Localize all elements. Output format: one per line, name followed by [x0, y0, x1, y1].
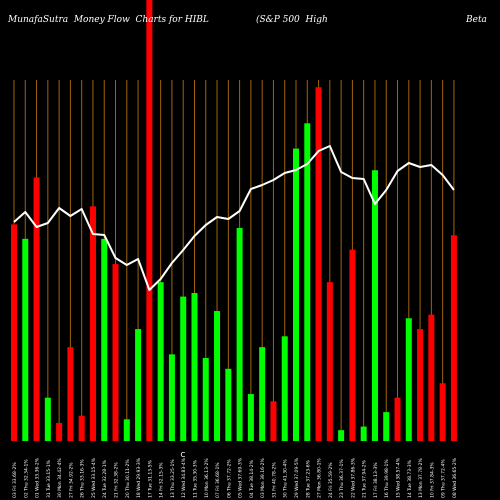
x-label-25: 30 Thu 41.30-4% [283, 459, 289, 498]
x-label-7: 26 Thu 33.16-3% [80, 459, 86, 498]
chart-title-right: Beta [466, 15, 487, 25]
x-label-28: 27 Mon 36.80-1% [317, 458, 323, 498]
bar-40 [450, 235, 457, 441]
x-label-9: 24 Tue 32.28-1% [102, 459, 108, 498]
x-label-13: 17 Tue 31.13-5% [147, 459, 153, 498]
x-label-21: 05 Wed 37.69-3% [238, 457, 244, 498]
x-label-3: 01 Wed 33.36-2% [35, 457, 41, 498]
bar-24 [270, 401, 277, 441]
bar-28 [315, 87, 322, 441]
bar-series [11, 0, 457, 441]
x-label-39: 09 Thu 37.72-4% [441, 459, 447, 498]
x-label-2: 02 Thu 32.34-1% [23, 459, 29, 498]
bar-1 [11, 224, 17, 441]
x-label-8: 25 Wed 33.15-4% [91, 457, 97, 498]
bar-38 [428, 314, 435, 441]
bar-18 [202, 357, 209, 441]
bar-13 [146, 0, 153, 441]
x-label-22: 04 Tue 38.14-2% [249, 459, 255, 498]
x-label-23: 03 Mon 39.16-2% [260, 458, 266, 498]
x-label-36: 14 Tue 38.73-3% [407, 459, 413, 498]
bar-21 [236, 228, 243, 441]
x-label-31: 22 Wed 37.86-3% [350, 457, 356, 498]
bar-20 [225, 368, 232, 441]
center-label: C [181, 451, 186, 459]
x-label-40: 08 Wed 36.65-2% [452, 457, 458, 498]
bar-3 [33, 177, 40, 441]
x-label-18: 10 Mon 36.13-2% [204, 458, 210, 498]
bar-34 [383, 412, 390, 441]
bar-23 [259, 347, 266, 441]
x-label-27: 28 Tue 37.23-6% [305, 459, 311, 498]
bar-36 [405, 318, 412, 441]
bar-5 [56, 422, 63, 441]
x-label-32: 21 Tue 37.94-2% [362, 459, 368, 498]
x-label-10: 21 Fri 32.38-2% [114, 462, 120, 498]
bar-6 [67, 347, 74, 441]
bar-29 [326, 282, 333, 441]
x-label-20: 06 Thu 37.72-2% [226, 459, 232, 498]
bar-7 [78, 415, 85, 441]
x-label-26: 29 Wed 37.09-5% [294, 457, 300, 498]
x-label-24: 31 Fri 40.78-2% [271, 462, 277, 498]
bar-33 [371, 170, 378, 441]
bar-26 [293, 148, 299, 441]
bar-25 [281, 336, 288, 441]
x-label-38: 10 Fri 37.84-3% [429, 462, 435, 498]
bar-37 [417, 329, 424, 441]
bar-14 [157, 282, 164, 441]
bar-15 [168, 354, 175, 441]
bar-9 [101, 238, 108, 441]
bar-32 [360, 426, 367, 441]
bar-22 [247, 394, 254, 441]
bar-16 [180, 296, 187, 441]
bar-4 [44, 397, 51, 441]
chart-title-left: MunafaSutra Money Flow Charts for HIBL [8, 15, 209, 25]
x-label-6: 27 Fri 34.92-2% [68, 462, 74, 498]
x-label-16: 12 Wed 34.83-4% [181, 457, 187, 498]
bar-8 [89, 206, 96, 441]
x-label-4: 31 Tue 33.15-1% [46, 459, 52, 498]
bar-2 [22, 238, 29, 441]
x-label-37: 13 Mon 37.78-2% [418, 458, 424, 498]
x-label-29: 24 Fri 35.59-2% [328, 462, 334, 498]
bar-39 [439, 383, 446, 441]
bar-12 [135, 329, 142, 441]
chart-title-middle: (S&P 500 High [256, 15, 328, 25]
x-label-19: 07 Fri 36.68-1% [215, 462, 221, 498]
bar-11 [123, 419, 130, 441]
x-label-11: 20 Thu 30.11-2% [125, 459, 131, 498]
x-label-15: 13 Thu 33.25-1% [170, 459, 176, 498]
x-label-35: 15 Wed 38.57-4% [396, 457, 402, 498]
bar-17 [191, 292, 198, 441]
x-label-1: 03 Fri 33.68-2% [12, 462, 18, 498]
bar-10 [112, 264, 119, 441]
x-axis-labels: 03 Fri 33.68-2% 02 Thu 32.34-1% 01 Wed 33.… [12, 457, 458, 498]
x-label-12: 18 Wed 29.93-3% [136, 457, 142, 498]
bar-35 [394, 397, 401, 441]
x-label-30: 23 Thu 36.37-1% [339, 459, 345, 498]
x-label-5: 30 Mon 34.42-4% [57, 458, 63, 498]
bar-27 [304, 123, 311, 441]
price-line [13, 145, 455, 291]
bar-31 [349, 249, 356, 441]
x-label-33: 17 Fri 38.13-3% [373, 462, 379, 498]
x-label-34: 16 Thu 39.98-1% [384, 459, 390, 498]
x-label-17: 11 Tue 35.30-3% [192, 459, 198, 498]
bar-19 [214, 311, 221, 441]
x-label-14: 14 Fri 32.15-3% [159, 462, 165, 498]
bar-30 [338, 430, 345, 441]
